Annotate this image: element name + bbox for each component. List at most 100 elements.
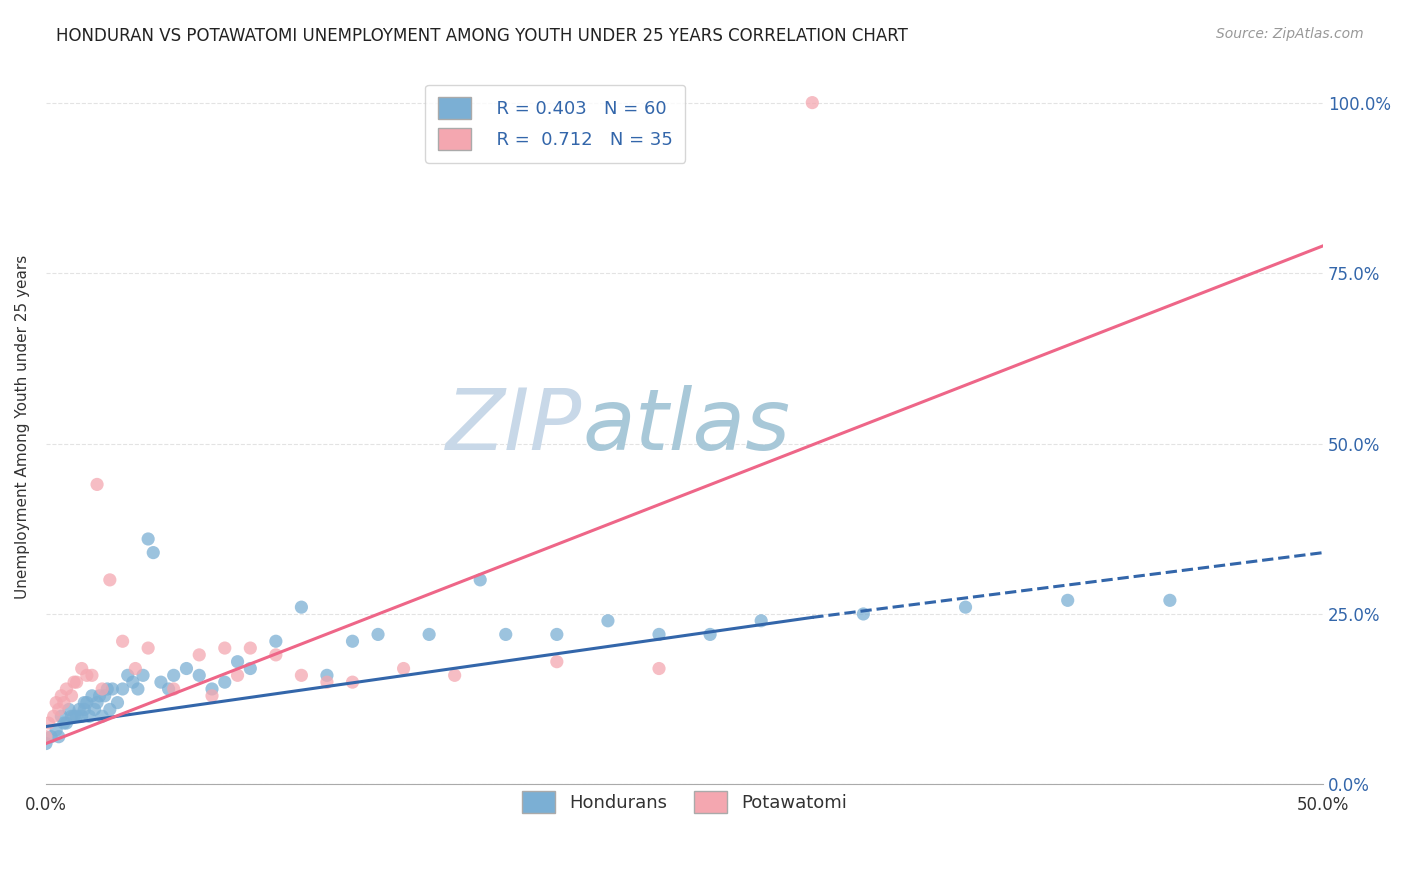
Text: atlas: atlas: [582, 385, 790, 468]
Point: [48, 730, 70, 744]
Point: [98, 573, 121, 587]
Point: [55, 716, 77, 731]
Point: [163, 668, 186, 682]
Point: [342, 675, 364, 690]
Point: [79, 709, 101, 723]
Point: [226, 655, 249, 669]
Point: [117, 668, 139, 682]
Point: [316, 675, 339, 690]
Point: [60, 709, 83, 723]
Point: [80, 668, 103, 682]
Point: [42, 709, 65, 723]
Point: [1159, 593, 1181, 607]
Point: [38, 716, 60, 731]
Point: [45, 723, 67, 737]
Point: [226, 668, 249, 682]
Point: [648, 661, 671, 675]
Point: [121, 675, 143, 690]
Point: [39, 730, 62, 744]
Point: [157, 681, 180, 696]
Point: [163, 681, 186, 696]
Point: [96, 681, 118, 696]
Point: [124, 661, 146, 675]
Point: [51, 689, 73, 703]
Point: [1056, 593, 1078, 607]
Point: [418, 627, 440, 641]
Point: [392, 661, 415, 675]
Point: [214, 675, 236, 690]
Point: [136, 532, 159, 546]
Point: [176, 661, 198, 675]
Point: [63, 709, 86, 723]
Point: [111, 681, 134, 696]
Point: [107, 696, 129, 710]
Point: [76, 696, 98, 710]
Point: [73, 702, 96, 716]
Point: [58, 702, 80, 716]
Point: [201, 681, 224, 696]
Point: [52, 716, 75, 731]
Point: [955, 600, 977, 615]
Point: [86, 696, 108, 710]
Point: [239, 661, 262, 675]
Point: [596, 614, 619, 628]
Point: [749, 614, 772, 628]
Point: [290, 600, 312, 615]
Point: [52, 696, 75, 710]
Point: [91, 709, 114, 723]
Text: ZIP: ZIP: [446, 385, 582, 468]
Point: [264, 634, 287, 648]
Point: [51, 709, 73, 723]
Point: [264, 648, 287, 662]
Point: [48, 702, 70, 716]
Point: [443, 668, 465, 682]
Point: [93, 689, 115, 703]
Point: [91, 681, 114, 696]
Point: [65, 709, 87, 723]
Text: HONDURAN VS POTAWATOMI UNEMPLOYMENT AMONG YOUTH UNDER 25 YEARS CORRELATION CHART: HONDURAN VS POTAWATOMI UNEMPLOYMENT AMON…: [56, 27, 908, 45]
Point: [290, 668, 312, 682]
Point: [83, 702, 105, 716]
Point: [648, 627, 671, 641]
Point: [86, 477, 108, 491]
Point: [470, 573, 492, 587]
Point: [70, 661, 93, 675]
Point: [699, 627, 721, 641]
Point: [142, 546, 165, 560]
Legend: Hondurans, Potawatomi: Hondurans, Potawatomi: [509, 778, 859, 825]
Point: [367, 627, 389, 641]
Point: [101, 681, 124, 696]
Point: [149, 675, 172, 690]
Point: [214, 641, 236, 656]
Point: [35, 730, 58, 744]
Point: [201, 689, 224, 703]
Y-axis label: Unemployment Among Youth under 25 years: Unemployment Among Youth under 25 years: [15, 254, 30, 599]
Point: [852, 607, 875, 621]
Point: [127, 681, 149, 696]
Point: [188, 648, 211, 662]
Point: [45, 696, 67, 710]
Point: [63, 675, 86, 690]
Point: [76, 668, 98, 682]
Point: [73, 696, 96, 710]
Point: [316, 668, 339, 682]
Point: [98, 702, 121, 716]
Text: Source: ZipAtlas.com: Source: ZipAtlas.com: [1216, 27, 1364, 41]
Point: [239, 641, 262, 656]
Point: [67, 702, 90, 716]
Point: [546, 655, 568, 669]
Point: [132, 668, 155, 682]
Point: [55, 681, 77, 696]
Point: [70, 709, 93, 723]
Point: [35, 737, 58, 751]
Point: [80, 689, 103, 703]
Point: [89, 689, 111, 703]
Point: [60, 689, 83, 703]
Point: [801, 95, 824, 110]
Point: [111, 634, 134, 648]
Point: [136, 641, 159, 656]
Point: [495, 627, 517, 641]
Point: [342, 634, 364, 648]
Point: [188, 668, 211, 682]
Point: [65, 675, 87, 690]
